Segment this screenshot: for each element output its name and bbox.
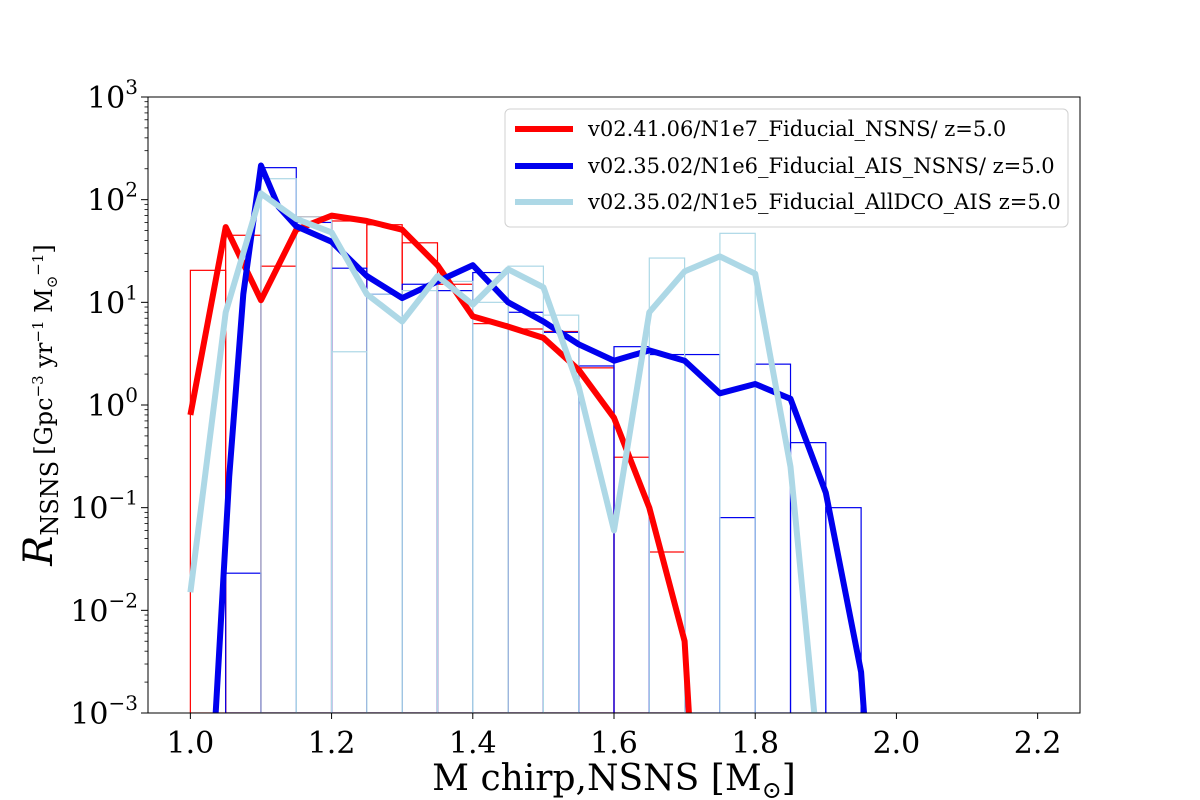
histogram-bar-series-1 (295, 221, 333, 713)
x-tick-label: 2.0 (873, 726, 921, 761)
histogram-bar-series-1 (330, 267, 368, 713)
x-tick-label: 1.8 (731, 726, 779, 761)
histogram-bar-series-2 (330, 351, 368, 713)
histogram-bar-series-1 (825, 507, 862, 713)
histogram-layer (189, 167, 862, 713)
y-tick-label: 100 (87, 383, 138, 424)
histogram-bar-series-1 (366, 293, 403, 713)
y-axis-title: RNSNS[Gpc−3 yr−1 M⊙−1] (16, 244, 64, 567)
histogram-bar-series-2 (648, 257, 686, 713)
series-line-2 (187, 190, 818, 713)
histogram-bar-series-0 (295, 216, 333, 713)
x-tick-label: 1.4 (449, 726, 497, 761)
x-tick-label: 2.2 (1014, 726, 1062, 761)
histogram-bar-series-2 (436, 280, 474, 713)
legend-label-0: v02.41.06/N1e7_Fiducial_NSNS/ z=5.0 (587, 117, 1006, 141)
histogram-bar-series-0 (472, 323, 509, 713)
y-tick-label: 10−1 (70, 486, 138, 527)
y-tick-label: 101 (87, 280, 138, 321)
histogram-bar-series-0 (436, 283, 474, 713)
histogram-bar-series-2 (719, 232, 756, 713)
y-axis: 103 102 101 100 10−1 10−2 10−3 (70, 75, 148, 732)
histogram-bar-series-2 (401, 290, 439, 713)
line-layer (187, 162, 868, 713)
x-tick-label: 1.6 (590, 726, 638, 761)
histogram-bar-series-1 (507, 311, 544, 713)
legend-label-1: v02.35.02/N1e6_Fiducial_AIS_NSNS/ z=5.0 (587, 154, 1055, 178)
histogram-bar-series-1 (436, 290, 474, 713)
histogram-bar-series-0 (507, 328, 544, 713)
histogram-bar-series-1 (542, 331, 580, 713)
x-axis: 1.0 1.2 1.4 1.6 1.8 2.0 2.2 (167, 713, 1062, 761)
histogram-bar-series-1 (260, 167, 297, 713)
series-line-1 (212, 162, 868, 713)
y-tick-label: 102 (87, 178, 138, 219)
legend: v02.41.06/N1e7_Fiducial_NSNS/ z=5.0 v02.… (504, 108, 1069, 228)
histogram-bar-series-0 (330, 220, 368, 713)
x-tick-label: 1.0 (167, 726, 215, 761)
histogram-bar-series-1 (472, 271, 509, 713)
x-axis-title: M chirp,NSNS [M⊙] (432, 758, 796, 800)
legend-label-2: v02.35.02/N1e5_Fiducial_AllDCO_AIS z=5.0 (587, 190, 1061, 214)
histogram-bar-series-1 (684, 353, 721, 713)
series-line-0 (187, 212, 692, 713)
histogram-bar-series-1 (719, 517, 756, 713)
histogram-bar-series-2 (542, 314, 580, 713)
histogram-bar-series-2 (472, 301, 509, 713)
y-tick-label: 10−2 (70, 588, 138, 629)
histogram-bar-series-1 (754, 363, 792, 713)
histogram-bar-series-1 (225, 572, 262, 713)
legend-frame (504, 108, 1069, 228)
y-tick-label: 103 (87, 75, 138, 116)
histogram-bar-series-0 (260, 265, 297, 713)
histogram-bar-series-2 (295, 216, 333, 713)
histogram-bar-series-1 (401, 283, 439, 713)
histogram-bar-series-2 (366, 293, 403, 713)
histogram-bar-series-0 (542, 330, 580, 713)
histogram-bar-series-1 (613, 346, 650, 713)
y-tick-label: 10−3 (70, 691, 138, 732)
x-tick-label: 1.2 (308, 726, 356, 761)
